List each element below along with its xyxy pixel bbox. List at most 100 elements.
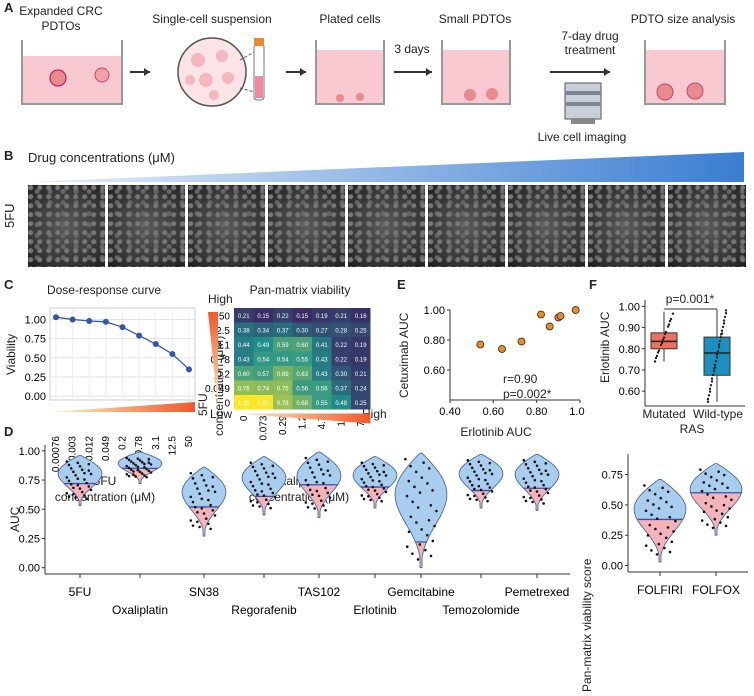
jitter-point	[718, 339, 722, 343]
jitter-point	[85, 497, 88, 501]
jitter-point	[143, 465, 146, 469]
jitter-point	[80, 490, 84, 494]
jitter-point	[89, 472, 93, 476]
jitter-point	[147, 458, 151, 461]
jitter-point	[529, 496, 532, 500]
x-tick-label: 3.1	[151, 436, 162, 450]
violin-combo-chart: 0.75 0.50 0.25 0.00 FOLFIRI FOLFOX	[602, 454, 748, 597]
heatmap-value: 0.19	[316, 314, 328, 320]
x-tick-label: 0.003	[68, 436, 79, 461]
jitter-point	[138, 470, 142, 474]
jitter-point	[524, 481, 528, 484]
jitter-point	[304, 478, 308, 482]
jitter-point	[67, 479, 71, 483]
violin-upper	[182, 467, 226, 507]
violin-upper	[515, 454, 559, 489]
jitter-point	[140, 472, 144, 475]
jitter-point	[544, 469, 548, 473]
jitter-point	[378, 479, 381, 483]
heatmap-value: 0.55	[316, 401, 328, 407]
y-tick-label: 0.50	[602, 500, 623, 512]
heatmap-value: 0.15	[296, 314, 308, 320]
violin-lower	[395, 541, 447, 568]
jitter-point	[650, 513, 653, 517]
jitter-point	[193, 505, 197, 509]
heatmap-value: 0.76	[238, 386, 250, 392]
jitter-point	[431, 539, 435, 543]
jitter-point	[702, 481, 706, 484]
jitter-point	[378, 473, 381, 476]
heatmap-cell	[253, 366, 273, 381]
jitter-point	[654, 527, 657, 531]
heatmap-cell	[351, 308, 371, 323]
jitter-point	[375, 492, 379, 496]
heatmap-cell	[253, 395, 273, 410]
jitter-point	[382, 464, 386, 467]
jitter-point	[273, 476, 277, 480]
heatmap-value: 1.00	[257, 401, 269, 407]
jitter-point	[87, 469, 91, 472]
heatmap-cell	[273, 395, 293, 410]
jitter-point	[537, 494, 541, 497]
microscopy-tile	[268, 185, 345, 267]
heatmap-value: 0.78	[277, 401, 289, 407]
jitter-point	[657, 542, 661, 546]
heatmap-value: 0.41	[316, 343, 328, 349]
jitter-point	[664, 536, 668, 540]
violin-outline	[181, 466, 227, 537]
jitter-point	[431, 489, 434, 492]
jitter-point	[306, 505, 310, 509]
step-label-size: PDTO size analysis	[630, 12, 736, 26]
y-tick-label: 3.1	[216, 340, 230, 351]
jitter-point	[724, 495, 728, 498]
x-tick-label: 5FU	[69, 585, 92, 599]
jitter-point	[709, 383, 713, 387]
jitter-point	[78, 487, 82, 490]
jitter-point	[674, 519, 677, 523]
heatmap-value: 0.19	[355, 357, 367, 363]
microscopy-tile	[668, 185, 746, 267]
violin-outline	[394, 452, 448, 569]
jitter-point	[473, 470, 476, 473]
heatmap-value: 0.69	[277, 372, 289, 378]
jitter-point	[249, 461, 253, 464]
jitter-point	[319, 468, 323, 471]
jitter-point	[420, 528, 423, 531]
well-plated-icon	[315, 40, 385, 105]
jitter-point	[466, 476, 470, 480]
jitter-point	[74, 473, 77, 477]
jitter-point	[191, 477, 195, 480]
jitter-point	[373, 466, 377, 469]
scatter-xlabel: Erlotinib AUC	[460, 425, 532, 439]
jitter-point	[87, 485, 91, 488]
jitter-point	[488, 468, 492, 472]
heatmap-value: 0.59	[277, 343, 289, 349]
jitter-point	[136, 457, 140, 460]
jitter-point	[666, 325, 670, 328]
y-tick-label: 0	[224, 398, 230, 409]
jitter-point	[407, 530, 411, 534]
jitter-point	[704, 501, 708, 505]
jitter-point	[671, 312, 675, 315]
jitter-point	[411, 552, 414, 555]
jitter-point	[322, 504, 325, 507]
y-tick-label: 0.00	[19, 563, 40, 575]
x-tick-label: Oxaliplatin	[112, 603, 168, 617]
jitter-point	[127, 466, 131, 470]
heatmap-value: 0.75	[277, 386, 289, 392]
jitter-point	[147, 469, 151, 473]
jitter-point	[652, 503, 655, 506]
y-tick-label: 0.25	[19, 533, 40, 545]
jitter-point	[362, 497, 366, 501]
conc-wedge-vertical	[208, 312, 218, 408]
heatmap-cell	[351, 351, 371, 366]
jitter-point	[710, 505, 713, 508]
jitter-point	[663, 546, 666, 550]
x-tick-label: Erlotinib	[353, 603, 397, 617]
jitter-point	[713, 517, 717, 521]
jitter-point	[193, 482, 197, 485]
jitter-point	[715, 356, 719, 359]
jitter-point	[267, 502, 270, 506]
scatter-point	[556, 312, 565, 320]
jitter-point	[306, 461, 310, 465]
